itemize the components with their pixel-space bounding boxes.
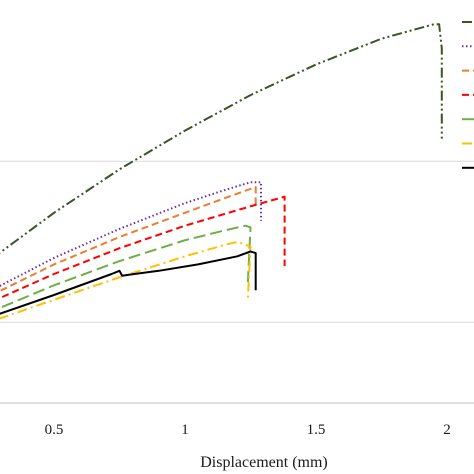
series-line <box>0 195 286 300</box>
x-tick-label: 1 <box>181 422 189 438</box>
series-line <box>0 181 262 287</box>
series-line <box>0 186 257 293</box>
series-line <box>0 250 257 315</box>
legend <box>462 21 474 169</box>
series-group <box>0 23 443 320</box>
series-line <box>0 23 443 254</box>
gridlines <box>0 160 474 323</box>
x-axis-title: Displacement (mm) <box>200 454 328 471</box>
x-tick-label: 1.5 <box>307 422 326 438</box>
series-line <box>0 224 252 309</box>
x-tick-label: 0.5 <box>45 422 64 438</box>
x-tick-labels: 0.5 1 1.5 2 <box>45 422 451 438</box>
series-line <box>0 240 252 320</box>
x-tick-label: 2 <box>443 422 451 438</box>
